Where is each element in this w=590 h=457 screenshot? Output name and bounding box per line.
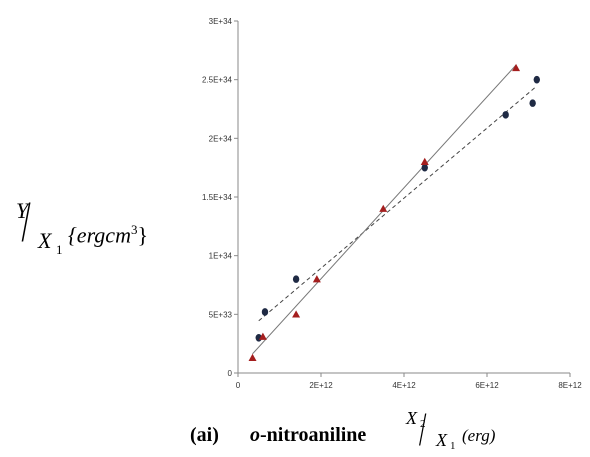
data-point-circle [533,75,540,84]
y-tick-label: 0 [228,369,233,378]
figure-caption: (ai) o-nitroaniline X 2 / X 1 (erg) [190,398,570,456]
trendline-series-1 [258,85,538,322]
caption-x-denominator: X [436,430,447,450]
y-tick-label: 1.5E+34 [202,193,233,202]
y-label-denominator-subscript: 1 [56,242,63,257]
y-tick-label: 5E+33 [209,310,233,319]
y-tick-label: 3E+34 [209,17,233,26]
x-tick-label: 4E+12 [392,381,416,390]
data-point-triangle [258,332,267,340]
data-point-triangle [292,310,301,318]
data-point-triangle [512,63,521,72]
caption-fraction-slash: / [419,403,427,456]
y-axis-label: Y / X 1 {ergcm3} [8,189,198,268]
y-tick-label: 2.5E+34 [202,76,233,85]
caption-units: (erg) [462,426,496,445]
y-label-numerator: Y [16,198,29,223]
caption-tag: (ai) [190,424,219,446]
y-label-denominator: X [38,228,52,253]
y-label-fraction-slash: / [21,189,31,254]
y-tick-label: 1E+34 [209,252,233,261]
caption-x-numerator: X [406,408,417,428]
data-point-triangle [248,353,257,361]
caption-compound: o-nitroaniline [250,424,367,446]
y-label-units: {ergcm3} [68,222,149,248]
data-point-triangle [420,157,429,165]
caption-x-numerator-subscript: 2 [420,418,426,430]
x-tick-label: 6E+12 [475,381,499,390]
data-point-triangle [379,204,388,212]
data-point-circle [261,308,269,316]
x-tick-label: 8E+12 [558,381,582,390]
data-point-circle [502,111,509,119]
data-point-circle [292,275,300,283]
x-tick-label: 2E+12 [309,381,333,390]
data-point-triangle [312,275,321,283]
y-tick-label: 2E+34 [209,134,233,143]
data-point-circle [421,163,428,172]
caption-x-denominator-subscript: 1 [450,440,456,452]
x-tick-label: 0 [236,381,241,390]
data-point-circle [529,99,536,107]
